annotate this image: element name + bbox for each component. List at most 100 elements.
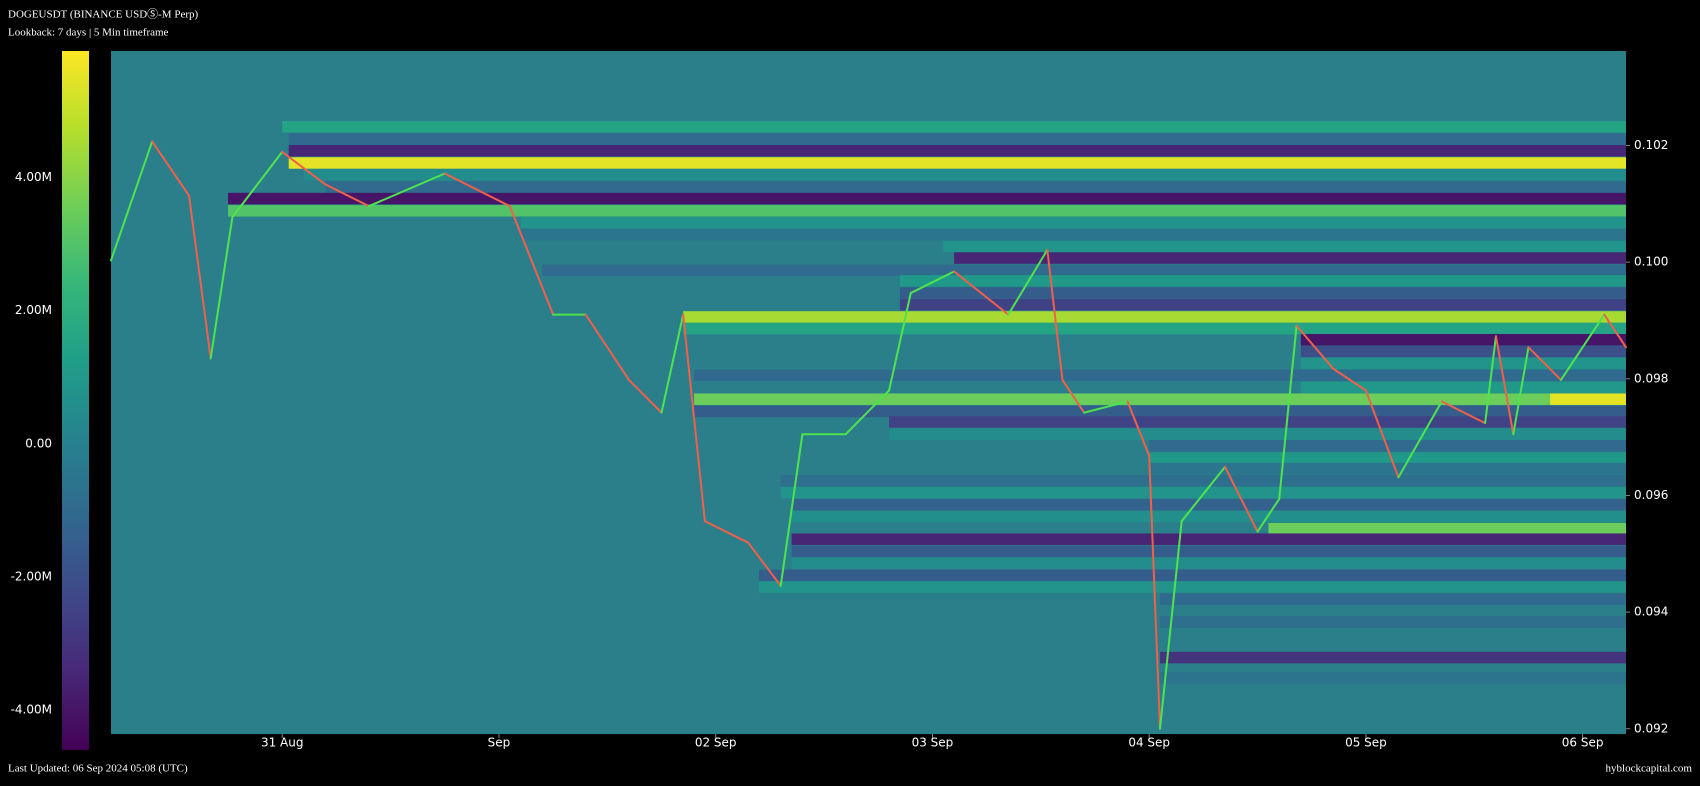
liquidation-band xyxy=(1300,357,1626,370)
liquidation-band xyxy=(791,545,1626,558)
price-segment xyxy=(888,292,912,392)
price-segment xyxy=(1061,378,1086,414)
price-segment xyxy=(110,140,154,262)
chart-subtitle: Lookback: 7 days | 5 Min timeframe xyxy=(8,27,169,39)
price-segment xyxy=(151,140,191,197)
price-segment xyxy=(1159,520,1183,730)
price-segment xyxy=(779,433,804,587)
y-tick-label: 0.098 xyxy=(1634,371,1668,385)
y-tick-label: 0.096 xyxy=(1634,488,1668,502)
price-segment xyxy=(231,150,284,219)
x-tick-label: 06 Sep xyxy=(1562,736,1604,750)
liquidation-band xyxy=(791,557,1626,569)
price-segment xyxy=(1083,400,1129,414)
liquidation-band xyxy=(889,428,1626,440)
x-tick-label: 03 Sep xyxy=(912,736,954,750)
liquidation-band xyxy=(899,275,1626,287)
price-segment xyxy=(844,389,891,436)
price-segment xyxy=(443,172,511,208)
price-segment xyxy=(1603,313,1627,349)
liquidation-band xyxy=(791,510,1626,523)
price-segment xyxy=(660,313,685,414)
x-tick-label: Sep xyxy=(488,736,511,750)
y-tick-label: 0.102 xyxy=(1634,138,1668,152)
liquidation-band xyxy=(683,322,1626,335)
liquidation-band xyxy=(303,168,1627,181)
price-segment xyxy=(1559,313,1606,381)
price-segment xyxy=(1256,497,1281,533)
chart-title: DOGEUSDT (BINANCE USDⓈ-M Perp) xyxy=(8,8,198,21)
price-segment xyxy=(703,520,750,544)
liquidation-band xyxy=(1268,522,1626,535)
liquidation-band xyxy=(325,181,1626,193)
price-segment xyxy=(1126,400,1151,457)
colorbar-tick-label: 4.00M xyxy=(15,170,52,184)
price-segment xyxy=(1278,324,1298,500)
liquidation-band xyxy=(1160,593,1626,606)
footer-source: hyblockcapital.com xyxy=(1606,763,1693,775)
liquidation-band xyxy=(288,144,1626,157)
liquidation-band xyxy=(228,205,1627,217)
liquidation-band xyxy=(694,405,1626,418)
price-segment xyxy=(953,270,1010,316)
liquidation-band xyxy=(228,192,1627,205)
price-segment xyxy=(508,205,533,262)
price-segment xyxy=(188,194,212,360)
price-segment xyxy=(1148,454,1162,730)
liquidation-band xyxy=(899,287,1626,299)
colorbar-tick-label: 2.00M xyxy=(15,303,52,317)
price-segment xyxy=(1397,400,1443,479)
liquidation-band xyxy=(520,216,1626,229)
price-segment xyxy=(682,313,706,523)
liquidation-band xyxy=(1149,452,1626,464)
y-tick-label: 0.092 xyxy=(1634,721,1668,735)
liquidation-band xyxy=(1300,345,1626,358)
price-segment xyxy=(1007,248,1049,316)
price-segment xyxy=(1046,248,1064,381)
x-tick-label: 05 Sep xyxy=(1345,736,1387,750)
liquidation-band xyxy=(1160,672,1626,684)
price-segment xyxy=(1440,400,1487,425)
price-segment xyxy=(1295,324,1335,370)
liquidation-band xyxy=(542,264,1626,277)
colorbar-tick-label: -4.00M xyxy=(11,703,52,717)
price-segment xyxy=(628,378,663,414)
price-segment xyxy=(1180,465,1227,523)
liquidation-band xyxy=(943,240,1626,253)
liquidation-band xyxy=(288,157,1626,169)
liquidation-band xyxy=(759,569,1626,582)
liquidation-band xyxy=(694,369,1626,382)
y-tick-label: 0.094 xyxy=(1634,605,1668,619)
price-segment xyxy=(1527,346,1562,381)
liquidation-band xyxy=(1300,381,1626,394)
price-segment xyxy=(281,150,327,186)
price-segment xyxy=(1494,335,1515,436)
liquidation-band xyxy=(780,475,1626,487)
x-tick-label: 31 Aug xyxy=(261,736,304,750)
price-segment xyxy=(747,541,782,587)
colorbar-tick-label: -2.00M xyxy=(11,569,52,583)
x-tick-label: 02 Sep xyxy=(695,736,737,750)
liquidation-band xyxy=(288,133,1626,145)
price-segment xyxy=(1512,346,1530,436)
colorbar-tick-label: 0.00 xyxy=(25,436,52,450)
y-tick-label: 0.100 xyxy=(1634,255,1668,269)
liquidation-band xyxy=(683,311,1626,323)
price-segment xyxy=(909,270,956,295)
liquidation-band xyxy=(954,252,1626,264)
price-segment xyxy=(1332,367,1367,392)
liquidation-band xyxy=(759,581,1626,593)
price-segment xyxy=(209,216,234,360)
colorbar xyxy=(62,51,89,750)
footer-updated: Last Updated: 06 Sep 2024 05:08 (UTC) xyxy=(8,763,188,775)
price-segment xyxy=(324,183,370,208)
price-segment xyxy=(584,313,631,381)
liquidation-band xyxy=(520,228,1626,241)
liquidation-band xyxy=(889,416,1626,428)
liquidation-band xyxy=(1160,616,1626,628)
price-segment xyxy=(1224,465,1259,533)
price-segment xyxy=(1484,335,1497,425)
liquidation-band xyxy=(694,393,1626,405)
